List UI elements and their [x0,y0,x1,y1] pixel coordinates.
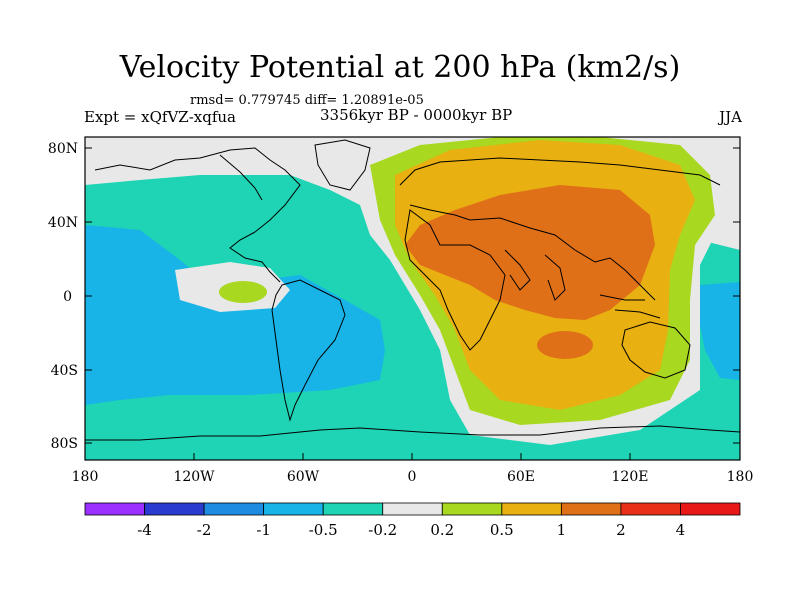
period-label: 3356kyr BP - 0000kyr BP [320,106,513,124]
x-tick-label: 60E [507,469,535,485]
colorbar-label: -4 [137,521,152,539]
colorbar-label: -0.5 [309,521,338,539]
x-tick-label: 120E [612,469,649,485]
colorbar-label: -0.2 [368,521,397,539]
x-tick-label: 60W [287,469,320,485]
x-tick-labels: 180 120W 60W 0 60E 120E 180 [72,469,754,485]
y-tick-label: 80S [51,436,78,452]
colorbar-label: 4 [676,521,686,539]
x-tick-label: 180 [727,469,754,485]
experiment-label: Expt = xQfVZ-xqfua [84,108,236,126]
colorbar-label: 2 [616,521,626,539]
colorbar-label: 0.5 [490,521,514,539]
colorbar-swatch [620,502,681,516]
colorbar-swatch [322,502,384,516]
y-tick-marks [85,147,740,444]
colorbar-swatch [84,502,145,516]
colorbar: -4 -2 -1 -0.5 -0.2 0.2 0.5 1 2 4 [84,502,741,539]
colorbar-label: -2 [197,521,212,539]
colorbar-swatch [560,502,622,516]
colorbar-label: 1 [557,521,567,539]
y-tick-label: 0 [63,289,72,305]
map-title: Velocity Potential at 200 hPa (km2/s) [119,50,681,85]
colorbar-swatch [501,502,562,516]
colorbar-swatch [382,502,443,516]
y-tick-label: 80N [48,141,78,157]
colorbar-swatch [441,502,503,516]
x-tick-label: 180 [72,469,99,485]
colorbar-label: -1 [256,521,271,539]
colorbar-swatch [680,502,741,516]
stats-line: rmsd= 0.779745 diff= 1.20891e-05 [190,93,424,108]
x-tick-marks [84,453,741,460]
colorbar-swatch [203,502,265,516]
y-tick-label: 40S [51,363,78,379]
y-tick-labels: 80N 40N 0 40S 80S [48,141,78,452]
coastlines [85,139,740,441]
velocity-potential-field [85,137,740,460]
colorbar-label: 0.2 [430,521,454,539]
colorbar-swatch [144,502,205,516]
x-tick-label: 0 [408,469,417,485]
y-tick-label: 40N [48,215,78,231]
x-tick-label: 120W [173,469,215,485]
season-label: JJA [719,108,742,126]
colorbar-swatch [263,502,324,516]
